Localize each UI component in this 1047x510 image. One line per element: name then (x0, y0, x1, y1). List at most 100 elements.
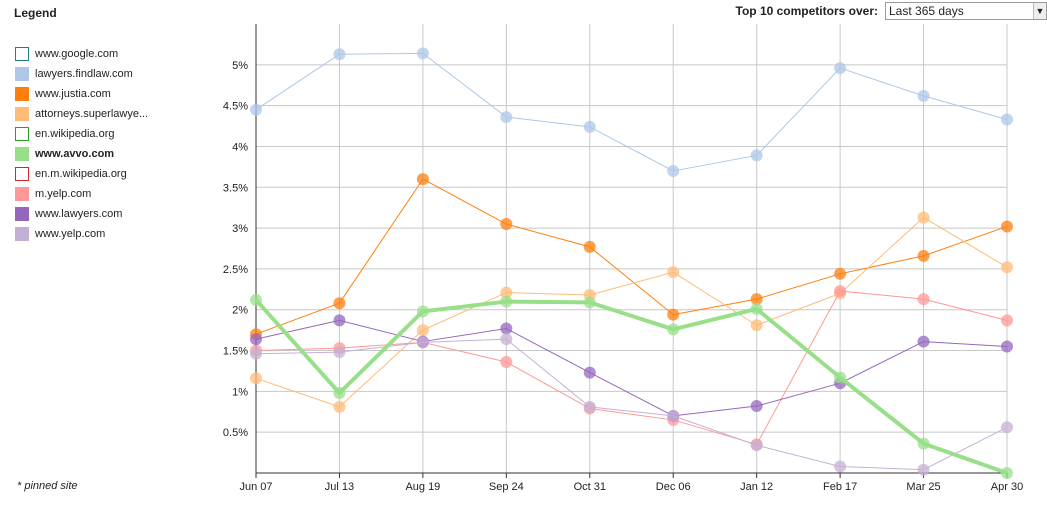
data-point (583, 240, 596, 253)
y-tick-label: 1.5% (223, 346, 248, 358)
x-tick-label: Aug 19 (405, 481, 440, 493)
data-point (1001, 261, 1013, 274)
data-point (667, 164, 680, 177)
legend-item[interactable]: lawyers.findlaw.com (15, 64, 148, 84)
data-point (250, 293, 262, 306)
data-point (917, 335, 930, 348)
period-select[interactable]: Last 365 days ▼ (885, 2, 1047, 20)
data-point (500, 111, 513, 124)
data-point (500, 286, 513, 299)
legend-swatch (15, 67, 29, 81)
competitor-period-control: Top 10 competitors over: Last 365 days ▼ (736, 2, 1047, 20)
data-point (834, 371, 847, 384)
data-point (1001, 220, 1013, 233)
data-point (250, 347, 262, 360)
data-point (1001, 467, 1013, 479)
series-line (254, 298, 1008, 475)
data-point (1001, 113, 1013, 126)
data-point (834, 62, 847, 75)
data-point (583, 120, 596, 133)
data-point (416, 305, 429, 318)
legend-item[interactable]: www.justia.com (15, 84, 148, 104)
data-point (917, 89, 930, 102)
data-point (250, 333, 262, 346)
data-point (416, 173, 429, 186)
x-tick-label: Feb 17 (823, 481, 857, 493)
data-point (1001, 421, 1013, 434)
chevron-down-icon[interactable]: ▼ (1033, 3, 1046, 19)
y-tick-label: 1% (232, 386, 248, 398)
data-point (834, 460, 847, 473)
data-point (583, 366, 596, 379)
data-point (250, 103, 262, 116)
legend-item[interactable]: www.yelp.com (15, 224, 148, 244)
data-point (667, 266, 680, 279)
period-select-value: Last 365 days (889, 4, 964, 18)
x-tick-label: Oct 31 (574, 481, 606, 493)
legend-swatch (15, 127, 29, 141)
series-line (255, 319, 1008, 417)
y-tick-label: 0.5% (223, 427, 248, 439)
legend-item[interactable]: attorneys.superlawye... (15, 104, 148, 124)
data-point (333, 48, 346, 61)
data-point (416, 47, 429, 60)
data-point (834, 267, 847, 280)
y-tick-label: 5% (232, 60, 248, 72)
y-tick-label: 2% (232, 305, 248, 317)
data-point (500, 322, 513, 335)
legend-label: lawyers.findlaw.com (35, 68, 133, 80)
data-point (917, 437, 930, 450)
data-point (667, 323, 680, 336)
data-point (583, 296, 596, 309)
x-tick-label: Apr 30 (991, 481, 1023, 493)
legend-label: en.m.wikipedia.org (35, 168, 127, 180)
y-tick-label: 4.5% (223, 101, 248, 113)
legend-label: www.avvo.com (35, 148, 115, 160)
data-point (1001, 340, 1013, 353)
data-point (500, 295, 513, 308)
legend-title: Legend (14, 6, 57, 20)
data-point (333, 297, 346, 310)
legend-label: www.justia.com (35, 88, 111, 100)
series-line (255, 52, 1008, 172)
legend-label: www.yelp.com (35, 228, 106, 240)
data-point (250, 372, 262, 385)
data-point (917, 293, 930, 306)
series-line (255, 178, 1008, 335)
series-line (255, 216, 1008, 408)
legend-label: www.lawyers.com (35, 208, 123, 220)
data-point (500, 218, 513, 231)
legend-label: www.google.com (35, 48, 119, 60)
data-point (333, 314, 346, 327)
legend-swatch (15, 227, 29, 241)
legend-label: attorneys.superlawye... (35, 108, 149, 120)
series-line (255, 290, 1008, 445)
legend-item[interactable]: www.google.com (15, 44, 148, 64)
data-point (333, 386, 346, 399)
legend-swatch (15, 47, 29, 61)
data-point (500, 333, 513, 346)
data-point (750, 149, 763, 162)
legend-swatch (15, 167, 29, 181)
legend-list: www.google.com lawyers.findlaw.com www.jus… (15, 44, 148, 244)
data-point (667, 308, 680, 321)
legend-swatch (15, 87, 29, 101)
data-point (1001, 314, 1013, 327)
legend-label: m.yelp.com (35, 188, 92, 200)
legend-item[interactable]: en.m.wikipedia.org (15, 164, 148, 184)
data-point (667, 409, 680, 422)
data-point (500, 355, 513, 368)
legend-item[interactable]: www.avvo.com (15, 144, 148, 164)
legend-item[interactable]: www.lawyers.com (15, 204, 148, 224)
legend-item[interactable]: m.yelp.com (15, 184, 148, 204)
data-point (583, 400, 596, 413)
data-point (333, 346, 346, 359)
legend-item[interactable]: en.wikipedia.org (15, 124, 148, 144)
data-point (750, 319, 763, 332)
data-point (834, 284, 847, 297)
data-point (750, 302, 763, 315)
y-tick-label: 3% (232, 223, 248, 235)
x-tick-label: Dec 06 (656, 481, 691, 493)
pinned-site-note: * pinned site (17, 480, 78, 492)
